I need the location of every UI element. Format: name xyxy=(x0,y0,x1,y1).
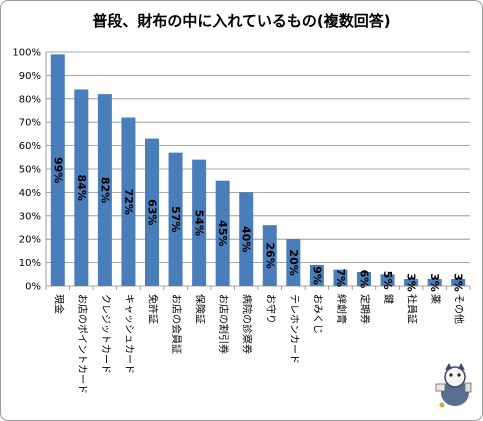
data-label: 3% xyxy=(405,273,418,292)
bar xyxy=(333,269,348,286)
data-label: 63% xyxy=(146,199,159,225)
y-tick-label: 90% xyxy=(19,71,41,82)
data-label: 3% xyxy=(452,273,465,292)
y-tick-label: 70% xyxy=(19,118,41,129)
y-tick-label: 30% xyxy=(19,211,41,222)
bar xyxy=(427,278,442,286)
chart-title: 普段、財布の中に入れているもの(複数回答) xyxy=(92,12,391,30)
data-label: 57% xyxy=(169,206,182,232)
data-label: 84% xyxy=(75,175,88,201)
bar xyxy=(262,225,277,286)
y-tick-label: 60% xyxy=(19,141,41,152)
x-tick-label: その他 xyxy=(453,294,466,324)
y-axis: 0% 10% 20% 30% 40% 50% 60% 70% 80% 90% 100% xyxy=(12,48,47,293)
bars xyxy=(45,54,471,290)
x-tick-label: 定期券 xyxy=(359,294,372,324)
y-tick-label: 20% xyxy=(19,235,41,246)
bar xyxy=(168,152,183,286)
bar xyxy=(451,278,466,286)
bar xyxy=(74,89,89,286)
grid-lines xyxy=(46,51,470,287)
mascot-illustration xyxy=(435,363,472,408)
x-tick-label: クレジットカード xyxy=(99,294,111,374)
x-tick-label: お店のポイントカード xyxy=(76,294,89,394)
x-tick-label: お店の会員証 xyxy=(170,294,183,354)
data-label: 5% xyxy=(381,271,394,290)
y-tick-label: 10% xyxy=(19,258,41,269)
x-tick-label: 鍵 xyxy=(382,294,395,304)
data-labels: 99% 84% 82% 72% 63% 57% 54% 45% 40% 26% 20% 9% 7% 6% 5… xyxy=(51,157,464,292)
data-label: 54% xyxy=(193,210,206,236)
bar xyxy=(50,54,65,287)
bar xyxy=(309,264,324,286)
x-tick-label: おみくじ xyxy=(311,294,323,334)
data-label: 26% xyxy=(263,242,276,268)
bar xyxy=(286,239,301,286)
x-tick-label: 絆創膏 xyxy=(335,294,348,324)
bar xyxy=(145,138,159,286)
x-axis-labels: 現金 お店のポイントカード クレジットカード キャッシュカード 免許証 お店の会員証 保険証… xyxy=(52,294,465,394)
bar xyxy=(97,94,112,287)
data-label: 45% xyxy=(216,220,229,246)
bar xyxy=(192,159,207,286)
data-label: 99% xyxy=(51,157,64,183)
bar xyxy=(404,278,419,286)
bar xyxy=(215,180,230,286)
x-tick-label: キャッシュカード xyxy=(123,294,135,374)
y-tick-label: 80% xyxy=(19,94,41,105)
data-label: 82% xyxy=(98,177,111,203)
bar xyxy=(380,274,395,286)
x-tick-label: テレホンカード xyxy=(288,294,300,364)
x-tick-label: 保険証 xyxy=(194,294,207,324)
x-tick-label: 病院の診察券 xyxy=(241,294,254,354)
data-label: 72% xyxy=(122,189,135,215)
x-tick-label: 免許証 xyxy=(147,294,160,324)
x-tick-label: 現金 xyxy=(52,294,65,314)
data-label: 40% xyxy=(240,226,253,252)
data-label: 7% xyxy=(334,268,347,287)
y-tick-label: 0% xyxy=(25,282,41,293)
bar xyxy=(357,271,371,286)
bar xyxy=(239,192,254,286)
x-tick-label: 薬 xyxy=(429,294,441,304)
data-label: 3% xyxy=(428,273,441,292)
y-tick-label: 40% xyxy=(19,188,41,199)
data-label: 9% xyxy=(310,266,323,285)
y-tick-label: 100% xyxy=(12,48,41,59)
x-tick-label: お店の割引券 xyxy=(217,294,230,354)
y-tick-label: 50% xyxy=(19,165,41,176)
data-label: 20% xyxy=(287,249,300,275)
x-tick-label: お守り xyxy=(264,294,277,324)
bar xyxy=(121,117,136,287)
data-label: 6% xyxy=(358,270,371,289)
x-tick-label: 社員証 xyxy=(406,294,419,324)
